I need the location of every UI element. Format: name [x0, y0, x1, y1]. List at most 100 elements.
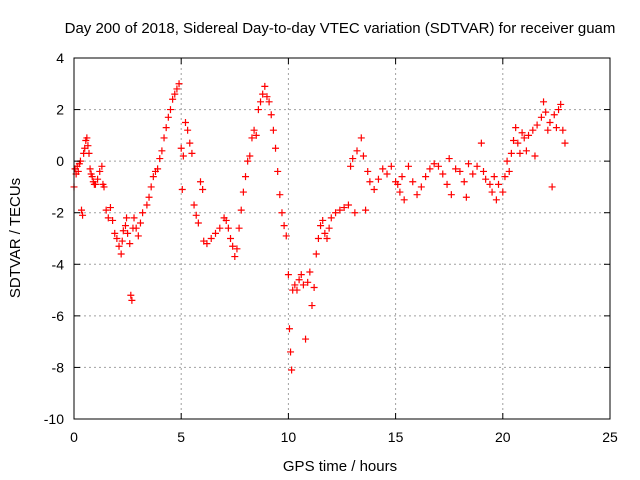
data-point [113, 235, 121, 242]
data-point [154, 165, 162, 173]
data-point [394, 180, 402, 188]
data-point [559, 126, 567, 134]
data-point [379, 165, 387, 173]
data-point [171, 90, 179, 98]
data-point [134, 232, 142, 240]
y-tick-label: 4 [56, 50, 64, 66]
data-point [552, 124, 560, 132]
data-point [443, 180, 451, 188]
data-point [259, 90, 267, 98]
y-tick-label: 2 [56, 102, 64, 118]
y-tick-label: -6 [52, 308, 65, 324]
data-point [317, 222, 325, 230]
data-point [323, 235, 331, 242]
data-point [139, 209, 147, 217]
data-point [383, 170, 391, 178]
data-point [430, 160, 438, 168]
data-point [293, 286, 301, 294]
data-point [353, 147, 361, 155]
x-axis-label: GPS time / hours [283, 458, 397, 475]
data-point [162, 124, 170, 132]
data-point [126, 240, 134, 248]
data-point [370, 186, 378, 194]
data-point [156, 155, 164, 163]
data-point [312, 250, 320, 258]
data-point [522, 147, 530, 155]
data-point [147, 183, 155, 191]
data-point [231, 253, 239, 261]
data-point [557, 100, 565, 108]
data-point [349, 155, 357, 163]
data-point [400, 196, 408, 204]
data-point [222, 216, 230, 224]
data-point [510, 137, 518, 145]
data-point [177, 144, 185, 152]
data-point [242, 173, 250, 181]
data-point [499, 188, 507, 196]
data-point [396, 188, 404, 196]
data-point [269, 126, 277, 134]
data-point [505, 167, 513, 175]
data-point [295, 276, 303, 284]
data-point [531, 152, 539, 160]
data-point [117, 250, 125, 258]
data-point [248, 134, 256, 142]
data-point [216, 224, 224, 232]
data-point [109, 216, 117, 224]
data-point [503, 157, 511, 165]
x-tick-label: 25 [602, 429, 618, 445]
data-point [422, 173, 430, 181]
data-point [359, 152, 367, 160]
data-point [136, 219, 144, 227]
data-point [507, 149, 515, 157]
plot-frame [73, 57, 611, 420]
data-point [250, 126, 258, 134]
y-tick-label: -8 [52, 359, 65, 375]
y-tick-label: -2 [52, 205, 65, 221]
data-point [306, 268, 314, 276]
data-point [111, 229, 119, 237]
data-point [477, 139, 485, 147]
data-point [439, 170, 447, 178]
data-point [542, 108, 550, 116]
data-point [244, 157, 252, 165]
data-point [336, 206, 344, 214]
data-point [340, 204, 348, 212]
data-point [456, 167, 464, 175]
data-point [278, 209, 286, 217]
data-point [196, 178, 204, 186]
data-point [83, 134, 91, 142]
data-point [462, 193, 470, 201]
data-point [327, 214, 335, 222]
data-point [374, 175, 382, 183]
data-point [169, 95, 177, 103]
y-tick-label: -10 [44, 411, 64, 427]
data-point [224, 224, 232, 232]
data-point [212, 229, 220, 237]
grid-lines [74, 58, 610, 419]
data-point [91, 180, 99, 188]
data-point [291, 281, 299, 289]
data-point [118, 237, 126, 245]
data-points [70, 80, 569, 374]
data-point [325, 224, 333, 232]
data-point [233, 245, 241, 253]
data-point [267, 111, 275, 119]
data-point [265, 98, 273, 106]
data-point [287, 348, 295, 356]
data-point [490, 173, 498, 181]
data-point [548, 183, 556, 191]
data-point [74, 167, 82, 175]
data-point [98, 162, 106, 170]
data-point [100, 183, 108, 191]
data-point [310, 283, 318, 291]
y-axis-label: SDTVAR / TECUs [7, 178, 24, 298]
data-point [263, 93, 271, 101]
data-point [199, 186, 207, 194]
data-point [297, 271, 305, 279]
data-point [178, 186, 186, 194]
data-point [550, 111, 558, 119]
data-point [299, 281, 307, 289]
data-point [445, 155, 453, 163]
data-point [203, 240, 211, 248]
